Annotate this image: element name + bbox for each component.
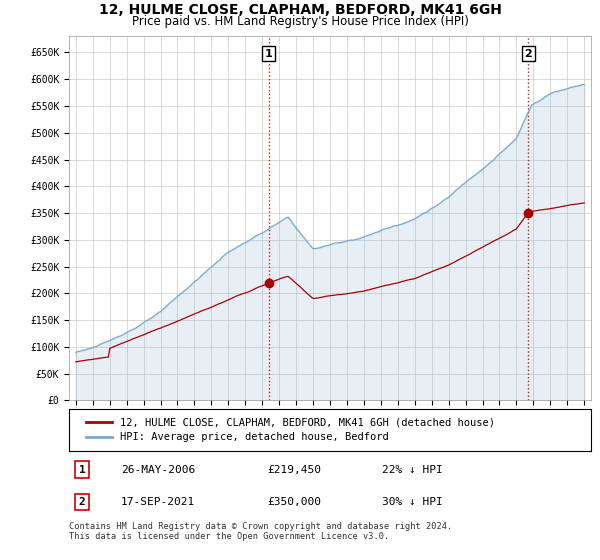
Text: 1: 1 xyxy=(79,465,85,475)
Text: 22% ↓ HPI: 22% ↓ HPI xyxy=(382,465,443,475)
Text: £219,450: £219,450 xyxy=(268,465,322,475)
Text: £350,000: £350,000 xyxy=(268,497,322,507)
Text: 17-SEP-2021: 17-SEP-2021 xyxy=(121,497,196,507)
Text: 2: 2 xyxy=(524,49,532,59)
Text: 2: 2 xyxy=(79,497,85,507)
Legend: 12, HULME CLOSE, CLAPHAM, BEDFORD, MK41 6GH (detached house), HPI: Average price: 12, HULME CLOSE, CLAPHAM, BEDFORD, MK41 … xyxy=(79,411,502,449)
Text: 12, HULME CLOSE, CLAPHAM, BEDFORD, MK41 6GH: 12, HULME CLOSE, CLAPHAM, BEDFORD, MK41 … xyxy=(98,3,502,17)
Text: 1: 1 xyxy=(265,49,272,59)
Text: Price paid vs. HM Land Registry's House Price Index (HPI): Price paid vs. HM Land Registry's House … xyxy=(131,15,469,27)
Text: 26-MAY-2006: 26-MAY-2006 xyxy=(121,465,196,475)
Text: Contains HM Land Registry data © Crown copyright and database right 2024.
This d: Contains HM Land Registry data © Crown c… xyxy=(69,522,452,542)
Text: 30% ↓ HPI: 30% ↓ HPI xyxy=(382,497,443,507)
